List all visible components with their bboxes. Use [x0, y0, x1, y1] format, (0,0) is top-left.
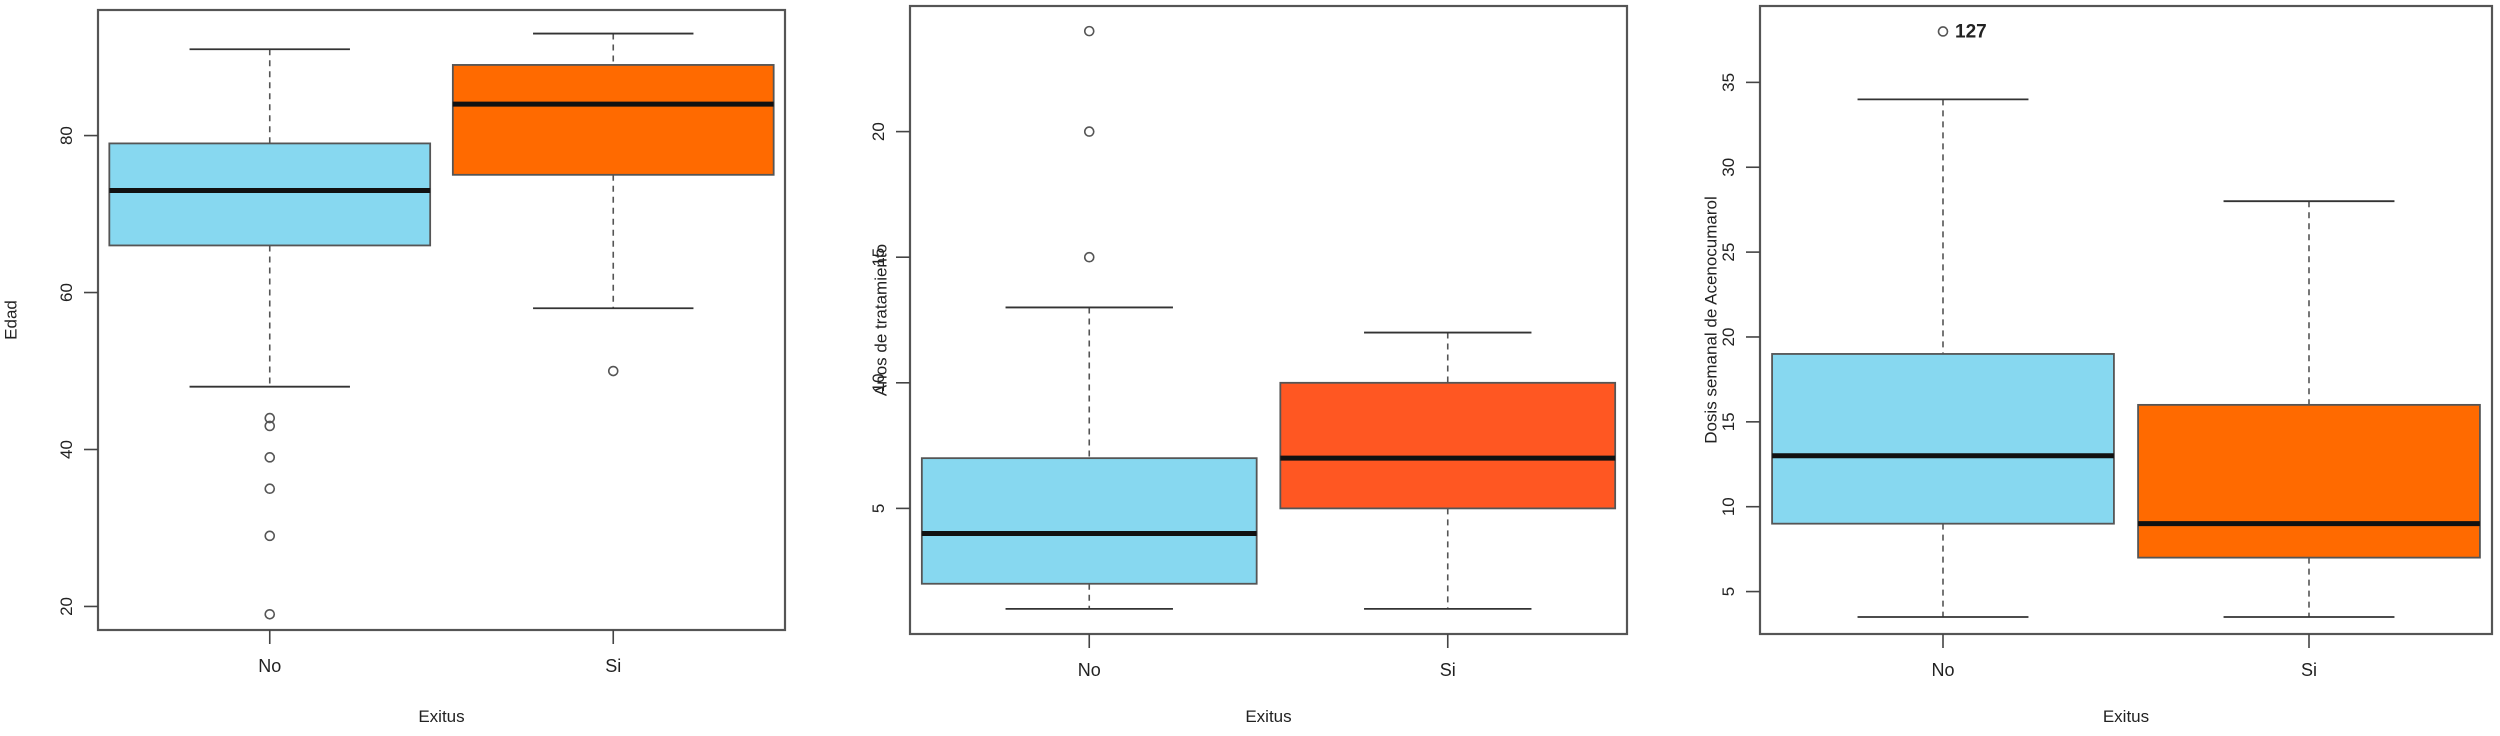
chart-3-y-tick-label: 10	[1719, 497, 1738, 516]
chart-2-panel: 5 10 15 20 Anos de tratamiento Exitus No Si	[869, 4, 1629, 726]
chart-3-y-tick-label: 25	[1719, 243, 1738, 262]
chart-3-no-x-tick-label: No	[1931, 660, 1954, 680]
chart-2-y-axis-label: Anos de tratamiento	[871, 244, 890, 396]
chart-1-plot-frame	[96, 8, 787, 632]
chart-3-y-tick-label: 15	[1719, 412, 1738, 431]
chart-1-y-tick-label: 40	[57, 440, 76, 459]
chart-2-no-x-tick-label: No	[1078, 660, 1101, 680]
chart-1-si-outlier-point	[607, 365, 619, 377]
chart-3-no-outlier-label: 127	[1955, 21, 1987, 42]
chart-3-y-tick-label: 30	[1719, 158, 1738, 177]
chart-2-si-x-tick-label: Si	[1440, 660, 1456, 680]
chart-1-si-x-tick-label: Si	[605, 656, 621, 676]
chart-1-si-box	[451, 64, 775, 176]
chart-1-y-axis-label: Edad	[1, 300, 20, 340]
chart-2-y-tick-label: 5	[869, 504, 888, 513]
chart-2-x-axis-label: Exitus	[1245, 707, 1291, 726]
chart-1-no-box	[108, 142, 432, 247]
chart-2-no-outlier-point	[1083, 126, 1095, 137]
chart-1-no-outlier-point	[264, 420, 276, 432]
chart-1-no-outlier-point	[264, 412, 276, 424]
chart-2-y-tick-label: 20	[869, 122, 888, 141]
chart-3-no-outlier-point	[1937, 26, 1949, 37]
chart-1-y-tick-label: 80	[57, 126, 76, 145]
chart-1-no-x-tick-label: No	[258, 656, 281, 676]
chart-1-no-outlier-point	[264, 609, 276, 620]
chart-1-panel: 20 40 60 80 Edad Exitus No Si	[1, 8, 787, 726]
chart-2-y-tick-label: 15	[869, 248, 888, 267]
chart-2-plot-frame	[908, 4, 1629, 636]
chart-3-y-axis-label: Dosis semanal de Acenocumarol	[1701, 196, 1720, 444]
chart-2-no-outlier-point	[1083, 251, 1095, 263]
chart-3-no-box	[1771, 353, 2115, 525]
chart-3-panel: 5 10 15 20 25 30 35 Dosis semanal de Acenocumar…	[1701, 4, 2494, 726]
chart-1-no-outlier-point	[264, 483, 276, 495]
chart-3-y-tick-label: 35	[1719, 73, 1738, 92]
chart-3-y-tick-label: 20	[1719, 328, 1738, 347]
chart-3-plot-frame	[1758, 4, 2494, 636]
chart-2-y-tick-label: 10	[869, 373, 888, 392]
chart-3-si-x-tick-label: Si	[2301, 660, 2317, 680]
chart-2-no-box	[920, 457, 1258, 585]
chart-3-y-tick-label: 5	[1719, 587, 1738, 596]
chart-3-x-axis-label: Exitus	[2103, 707, 2149, 726]
chart-1-y-tick-label: 60	[57, 283, 76, 302]
chart-1-y-tick-label: 20	[57, 597, 76, 616]
chart-3-si-box	[2137, 403, 2481, 559]
chart-1-x-axis-label: Exitus	[418, 707, 464, 726]
chart-1-no-outlier-point	[264, 452, 276, 463]
chart-1-no-outlier-point	[264, 530, 276, 542]
chart-2-no-outlier-point	[1083, 25, 1095, 37]
chart-2-si-box	[1279, 381, 1617, 510]
